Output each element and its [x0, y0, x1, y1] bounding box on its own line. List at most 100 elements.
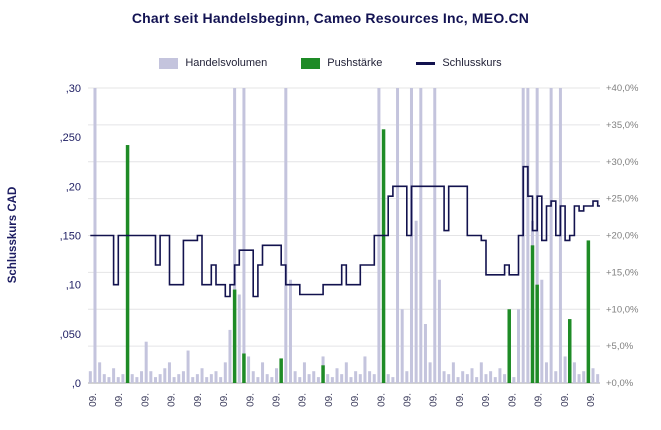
- volume-bar: [396, 88, 400, 383]
- right-axis-tick-label: +25,0%: [606, 194, 639, 205]
- volume-bar: [233, 88, 237, 383]
- volume-bar: [270, 377, 274, 383]
- volume-bar: [209, 374, 213, 383]
- close-line: [90, 165, 600, 298]
- right-axis-tick-label: +30,0%: [606, 157, 639, 168]
- volume-bar: [88, 371, 92, 383]
- left-axis-tick-label: ,0: [72, 378, 81, 390]
- volume-bar: [330, 377, 334, 383]
- volume-bar: [130, 374, 134, 383]
- volume-bar: [544, 362, 548, 383]
- volume-bar: [451, 362, 455, 383]
- volume-bar: [298, 377, 302, 383]
- volume-bar: [340, 374, 344, 383]
- push-bar: [242, 353, 246, 383]
- volume-bar: [228, 329, 232, 383]
- x-axis-tick-label: 09.: [324, 393, 335, 407]
- volume-bar: [386, 374, 390, 383]
- y-axis-title: Schlusskurs CAD: [7, 187, 19, 284]
- x-axis-tick-label: 09.: [271, 393, 282, 407]
- volume-bar: [326, 374, 330, 383]
- volume-bar: [535, 88, 539, 383]
- right-axis-tick-label: +10,0%: [606, 304, 639, 315]
- x-axis-tick-label: 09.: [193, 393, 204, 407]
- push-bar: [507, 309, 511, 383]
- volume-bar: [177, 374, 181, 383]
- volume-bar: [163, 368, 167, 383]
- push-swatch-icon: [301, 57, 321, 69]
- volume-bar: [554, 371, 558, 383]
- volume-bar: [149, 371, 153, 383]
- volume-bar: [405, 371, 409, 383]
- push-bar: [125, 145, 130, 383]
- volume-bar: [121, 374, 125, 383]
- left-axis-tick-label: ,30: [66, 83, 81, 95]
- volume-bar: [572, 362, 576, 383]
- volume-bar: [577, 374, 581, 383]
- legend-label: Handelsvolumen: [185, 57, 268, 69]
- volume-bar: [335, 368, 339, 383]
- volume-bar: [98, 362, 102, 383]
- volume-bar: [526, 88, 530, 383]
- close-line-swatch-icon: [416, 61, 436, 65]
- volume-bar: [423, 324, 427, 383]
- x-axis-tick-label: 09.: [429, 393, 440, 407]
- plot-svg: Schlusskurs CAD +40,0% +35,0% +30,0% +25,0%…: [7, 83, 639, 407]
- volume-bar: [153, 377, 157, 383]
- x-axis-tick-label: 09.: [88, 393, 99, 407]
- x-axis-tick-label: 09.: [167, 393, 178, 407]
- legend-label: Schlusskurs: [442, 57, 502, 69]
- push-bar: [535, 284, 539, 383]
- left-axis-tick-label: ,250: [60, 132, 81, 144]
- volume-bar: [433, 88, 437, 383]
- volume-bar: [437, 279, 441, 383]
- left-axis-tick-label: ,050: [60, 329, 81, 341]
- left-axis-tick-label: ,150: [60, 231, 81, 243]
- volume-bar: [102, 374, 106, 383]
- volume-bar: [167, 362, 171, 383]
- left-axis-tick-label: ,10: [66, 280, 81, 292]
- volume-bar: [591, 368, 595, 383]
- volume-bar: [470, 368, 474, 383]
- volume-bar: [498, 368, 502, 383]
- x-axis-tick-label: 09.: [140, 393, 151, 407]
- volume-bar: [503, 374, 507, 383]
- volume-bar: [251, 371, 255, 383]
- volume-bar: [205, 377, 209, 383]
- volume-bar: [493, 377, 497, 383]
- volume-bar: [344, 362, 348, 383]
- push-bar: [321, 365, 325, 383]
- x-axis-tick-label: 09.: [586, 393, 597, 407]
- volume-bar: [400, 309, 404, 383]
- volume-bar: [107, 377, 111, 383]
- volume-bar: [293, 371, 297, 383]
- volume-bar: [116, 377, 120, 383]
- right-axis-tick-label: +15,0%: [606, 267, 639, 278]
- volume-bar: [372, 374, 376, 383]
- volume-bar: [307, 374, 311, 383]
- volume-bar: [312, 371, 316, 383]
- volume-bar: [428, 362, 432, 383]
- volume-bar: [363, 356, 367, 383]
- volume-bar: [358, 374, 362, 383]
- right-axis-tick-label: +5,0%: [606, 341, 634, 352]
- x-axis-tick-label: 09.: [376, 393, 387, 407]
- volume-bar: [456, 377, 460, 383]
- volume-bar: [135, 377, 139, 383]
- volume-bar: [479, 362, 483, 383]
- volume-bar: [181, 371, 185, 383]
- legend-label: Pushstärke: [327, 57, 383, 69]
- volume-bar: [419, 88, 423, 383]
- x-axis-tick-label: 09.: [507, 393, 518, 407]
- volume-bar: [288, 279, 292, 383]
- volume-bar: [172, 377, 176, 383]
- volume-bar: [368, 371, 372, 383]
- push-bar: [567, 319, 572, 383]
- right-axis-tick-label: +20,0%: [606, 231, 639, 242]
- volume-bar: [316, 377, 320, 383]
- volume-bar: [247, 356, 251, 383]
- volume-bar: [261, 362, 265, 383]
- volume-bar: [517, 309, 521, 383]
- volume-bar: [354, 371, 358, 383]
- push-bar: [530, 245, 535, 383]
